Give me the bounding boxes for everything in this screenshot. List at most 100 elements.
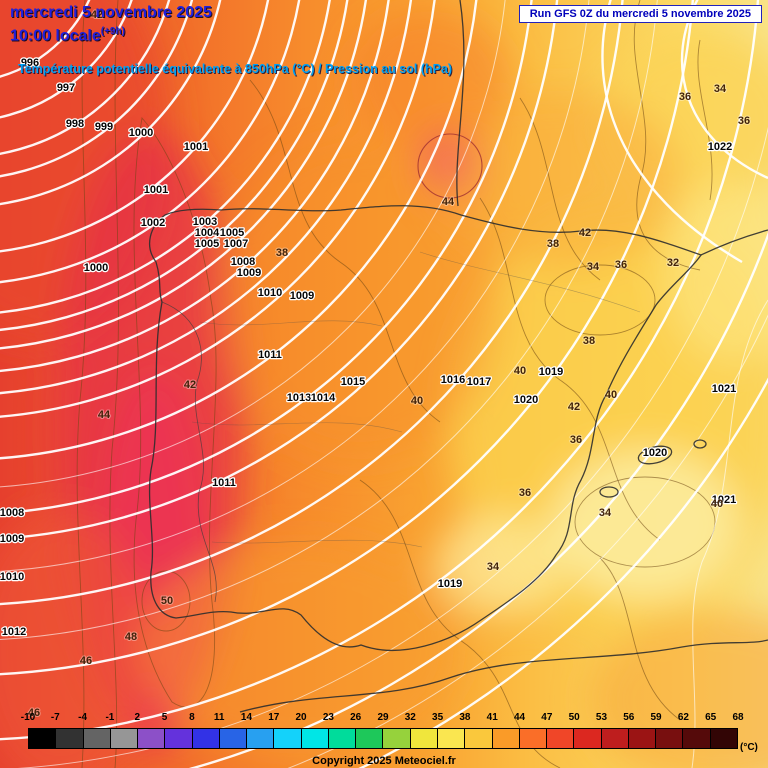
colorbar-tick: 29	[377, 712, 389, 723]
theta-label: 34	[714, 83, 727, 95]
colorbar-tick: 26	[350, 712, 362, 723]
pressure-label: 1012	[2, 626, 26, 638]
pressure-label: 1014	[311, 392, 336, 404]
pressure-label: 1005	[220, 227, 244, 239]
colorbar-cell	[328, 729, 357, 748]
pressure-label: 1010	[0, 571, 24, 583]
theta-label: 36	[615, 259, 627, 271]
pressure-label: 1019	[539, 366, 563, 378]
pressure-label: 1017	[467, 376, 491, 388]
pressure-label: 1001	[144, 184, 168, 196]
colorbar-cell	[492, 729, 520, 748]
pressure-label: 1021	[712, 494, 736, 506]
pressure-label: 997	[57, 82, 75, 94]
colorbar-cell	[274, 729, 302, 748]
colorbar-cell	[574, 729, 602, 748]
colorbar-cell	[437, 729, 466, 748]
pressure-label: 1019	[438, 578, 462, 590]
theta-label: 34	[487, 561, 500, 573]
theta-label: 36	[519, 487, 531, 499]
colorbar-tick: -1	[105, 712, 115, 723]
colorbar-tick: 20	[295, 712, 307, 723]
pressure-label: 1011	[212, 477, 236, 489]
theta-label: 36	[570, 434, 582, 446]
colorbar-tick: 32	[404, 712, 416, 723]
colorbar-cell	[192, 729, 220, 748]
theta-label: 42	[184, 379, 196, 391]
colorbar-tick: 5	[161, 712, 168, 723]
colorbar-cell	[29, 729, 57, 748]
theta-label: 42	[91, 9, 103, 21]
colorbar-tick: 17	[268, 712, 280, 723]
colorbar-tick: 65	[705, 712, 717, 723]
pressure-label: 1001	[184, 141, 208, 153]
colorbar-cell	[301, 729, 329, 748]
map-time-offset: (+9h)	[100, 26, 125, 37]
colorbar-cell	[656, 729, 684, 748]
colorbar-cell	[56, 729, 84, 748]
run-info-box: Run GFS 0Z du mercredi 5 novembre 2025	[518, 5, 762, 23]
theta-label: 44	[442, 196, 455, 208]
pressure-label: 1009	[290, 290, 314, 302]
theta-contour-lines	[76, 0, 716, 768]
colorbar-cell	[165, 729, 193, 748]
theta-label: 34	[587, 261, 600, 273]
colorbar-tick: 47	[541, 712, 553, 723]
theta-label: 48	[125, 631, 137, 643]
theta-label: 50	[161, 595, 173, 607]
theta-labels: 42 44 42 38 34 36 32 36 34 36 38 38 40 42 40 40 36 36 34 34…	[27, 8, 751, 720]
pressure-label: 1009	[0, 533, 24, 545]
theta-label: 42	[579, 227, 591, 239]
theta-label: 40	[514, 365, 526, 377]
pressure-label: 1013	[287, 392, 311, 404]
colorbar-unit: (°C)	[740, 742, 758, 753]
map-time-text: 10:00 locale	[10, 27, 101, 45]
colorbar-tick: -10	[20, 712, 36, 723]
pressure-label: 1002	[141, 217, 165, 229]
theta-label: 46	[80, 655, 92, 667]
colorbar-cells	[28, 728, 738, 749]
colorbar-tick: -4	[78, 712, 88, 723]
theta-label: 36	[738, 115, 750, 127]
theta-label: 34	[599, 507, 612, 519]
theta-label: 36	[679, 91, 691, 103]
theta-label: 44	[98, 409, 111, 421]
pressure-label: 996	[21, 57, 39, 69]
pressure-label: 1022	[708, 141, 732, 153]
colorbar-tick: 8	[189, 712, 195, 723]
pressure-label: 1003	[193, 216, 217, 228]
colorbar-cell	[356, 729, 384, 748]
colorbar-cell	[465, 729, 493, 748]
colorbar-cell	[547, 729, 575, 748]
colorbar-tick: 56	[623, 712, 635, 723]
pressure-label: 1004	[195, 227, 220, 239]
colorbar-tick: 14	[240, 712, 253, 723]
copyright-text: Copyright 2025 Meteociel.fr	[312, 755, 456, 767]
theta-label: 40	[605, 389, 617, 401]
pressure-label: 1008	[0, 507, 24, 519]
pressure-label: 1005	[195, 238, 219, 250]
colorbar-cell	[410, 729, 438, 748]
theta-label: 46	[28, 707, 40, 719]
colorbar-tick: 62	[677, 712, 689, 723]
coastlines	[148, 0, 768, 713]
colorbar-cell	[247, 729, 275, 748]
pressure-label: 1009	[237, 267, 261, 279]
pressure-label: 1011	[258, 349, 282, 361]
pressure-label: 1015	[341, 376, 365, 388]
colorbar-cell	[519, 729, 548, 748]
colorbar-tick: 11	[213, 712, 225, 723]
map-date: mercredi 5 novembre 2025	[10, 4, 212, 21]
pressure-label: 1020	[514, 394, 538, 406]
colorbar-cell	[110, 729, 139, 748]
pressure-label: 1007	[224, 238, 248, 250]
colorbar-cell	[219, 729, 248, 748]
colorbar-cell	[83, 729, 111, 748]
theta-label: 38	[583, 335, 595, 347]
pressure-label: 999	[95, 121, 113, 133]
colorbar-cell	[710, 729, 737, 748]
